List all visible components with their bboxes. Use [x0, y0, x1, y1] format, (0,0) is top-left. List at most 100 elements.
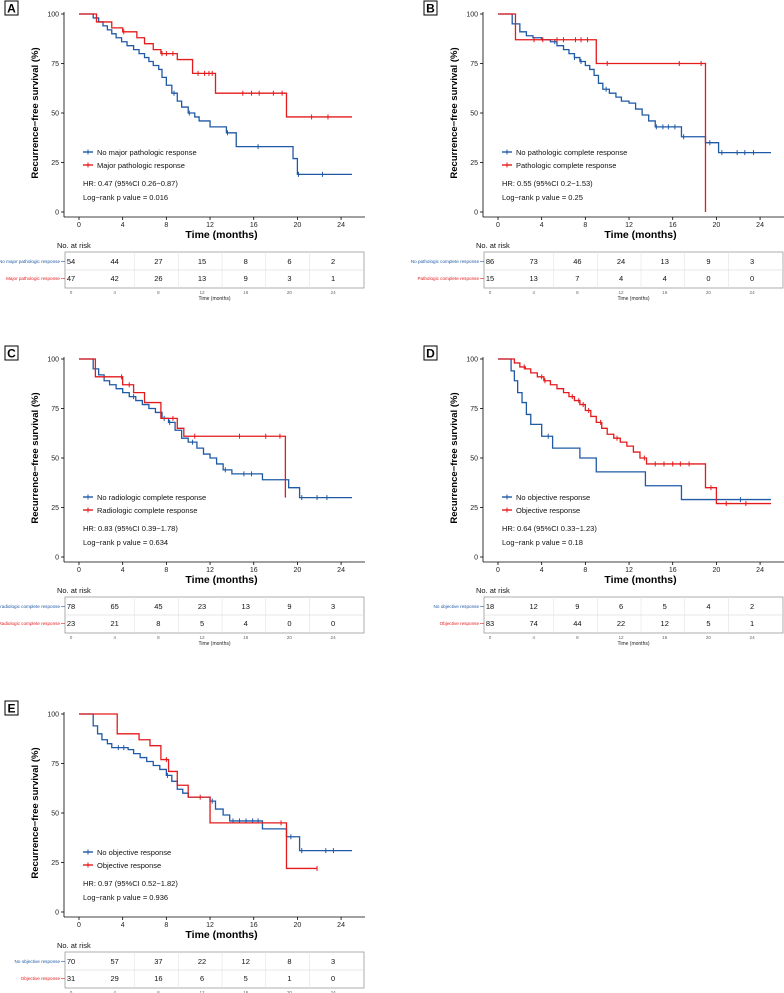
risk-table-cell: 9 [287, 602, 291, 611]
risk-table-x-tick-label: 24 [750, 290, 756, 295]
risk-table-x-tick-label: 8 [576, 635, 579, 640]
y-tick-label: 0 [55, 555, 59, 562]
x-tick-label: 24 [756, 567, 764, 574]
risk-table-x-label: Time (months) [617, 296, 649, 302]
p-value-text: Log−rank p value = 0.18 [502, 538, 583, 547]
legend-label: Objective response [516, 506, 580, 515]
legend-label: Pathologic complete response [516, 161, 616, 170]
panel-label: A [7, 2, 16, 16]
risk-table-x-tick-label: 4 [532, 290, 535, 295]
risk-table-cell: 5 [706, 619, 710, 628]
risk-table-cell: 44 [573, 619, 581, 628]
x-tick-label: 4 [540, 567, 544, 574]
risk-table-x-tick-label: 8 [157, 290, 160, 295]
y-tick-label: 25 [51, 160, 59, 167]
risk-table-cell: 86 [486, 257, 494, 266]
panel-label: C [7, 347, 16, 361]
risk-table-x-tick-label: 4 [113, 290, 116, 295]
risk-table-x-tick-label: 8 [157, 635, 160, 640]
x-axis-label: Time (months) [185, 929, 257, 941]
risk-table-cell: 6 [200, 974, 204, 983]
x-tick-label: 16 [669, 222, 677, 229]
y-tick-label: 50 [470, 111, 478, 118]
risk-table-x-tick-label: 0 [489, 635, 492, 640]
risk-table-row-label: Pathologic complete response [417, 276, 479, 281]
risk-table-x-tick-label: 12 [618, 635, 624, 640]
risk-table-x-tick-label: 12 [199, 635, 205, 640]
survival-curve-red [498, 358, 771, 505]
legend-label: No major pathologic response [97, 148, 197, 157]
risk-table-x-tick-label: 8 [576, 290, 579, 295]
y-tick-label: 50 [51, 456, 59, 463]
survival-curve-red [79, 13, 352, 118]
survival-curve-blue [79, 358, 352, 499]
risk-table-cell: 24 [617, 257, 625, 266]
risk-table-cell: 15 [198, 257, 206, 266]
risk-table-x-label: Time (months) [198, 641, 230, 647]
risk-table-row-label: No objective response [15, 959, 61, 964]
risk-table-row-label: Objective response [21, 976, 61, 981]
risk-table-x-tick-label: 12 [199, 290, 205, 295]
risk-table-x-tick-label: 12 [199, 990, 205, 993]
risk-table-cell: 4 [663, 274, 667, 283]
risk-table-cell: 0 [750, 274, 754, 283]
x-tick-label: 12 [625, 567, 633, 574]
y-tick-label: 50 [470, 456, 478, 463]
x-tick-label: 16 [669, 567, 677, 574]
risk-table-cell: 13 [198, 274, 206, 283]
panel-b: B 0 25 50 75 100 0 4 8 12 16 20 24 Time (months) Recur… [411, 0, 784, 302]
p-value-text: Log−rank p value = 0.936 [83, 893, 168, 902]
risk-table-cell: 6 [619, 602, 623, 611]
risk-table-row-label: Major pathologic response [6, 276, 60, 281]
x-tick-label: 20 [294, 567, 302, 574]
risk-table-cell: 4 [244, 619, 248, 628]
hazard-ratio-text: HR: 0.64 (95%CI 0.33−1.23) [502, 524, 597, 533]
x-tick-label: 12 [206, 922, 214, 929]
x-tick-label: 20 [713, 222, 721, 229]
y-tick-label: 50 [51, 811, 59, 818]
risk-table-cell: 47 [67, 274, 75, 283]
risk-table-x-tick-label: 8 [157, 990, 160, 993]
x-tick-label: 12 [206, 222, 214, 229]
x-tick-label: 16 [250, 567, 258, 574]
p-value-text: Log−rank p value = 0.25 [502, 193, 583, 202]
risk-table-x-label: Time (months) [617, 641, 649, 647]
panel-label: E [7, 702, 15, 716]
risk-table-cell: 0 [331, 974, 335, 983]
risk-table-row-label: No pathologic complete response [411, 259, 480, 264]
risk-table-title: No. at risk [57, 241, 91, 250]
risk-table-x-tick-label: 20 [287, 290, 293, 295]
risk-table-title: No. at risk [57, 941, 91, 950]
risk-table-cell: 1 [331, 274, 335, 283]
risk-table-cell: 12 [242, 957, 250, 966]
risk-table-cell: 3 [331, 602, 335, 611]
y-tick-label: 25 [470, 505, 478, 512]
y-tick-label: 75 [470, 61, 478, 68]
risk-table-cell: 4 [619, 274, 623, 283]
y-tick-label: 0 [55, 210, 59, 217]
risk-table-x-tick-label: 16 [243, 635, 249, 640]
y-tick-label: 100 [466, 12, 478, 19]
risk-table-x-tick-label: 0 [70, 990, 73, 993]
risk-table-cell: 9 [244, 274, 248, 283]
y-tick-label: 100 [47, 357, 59, 364]
risk-table-cell: 9 [706, 257, 710, 266]
legend-label: Objective response [97, 861, 161, 870]
risk-table-x-tick-label: 0 [70, 635, 73, 640]
x-tick-label: 0 [77, 922, 81, 929]
risk-table-cell: 8 [287, 957, 291, 966]
x-tick-label: 0 [77, 567, 81, 574]
p-value-text: Log−rank p value = 0.016 [83, 193, 168, 202]
y-tick-label: 100 [466, 357, 478, 364]
risk-table-cell: 8 [244, 257, 248, 266]
x-tick-label: 12 [206, 567, 214, 574]
risk-table-cell: 12 [661, 619, 669, 628]
x-axis-label: Time (months) [604, 574, 676, 586]
risk-table-cell: 29 [111, 974, 119, 983]
x-tick-label: 24 [337, 567, 345, 574]
risk-table-x-label: Time (months) [198, 296, 230, 302]
risk-table-cell: 5 [244, 974, 248, 983]
survival-curve-blue [79, 713, 352, 852]
y-tick-label: 75 [51, 406, 59, 413]
risk-table-cell: 23 [67, 619, 75, 628]
